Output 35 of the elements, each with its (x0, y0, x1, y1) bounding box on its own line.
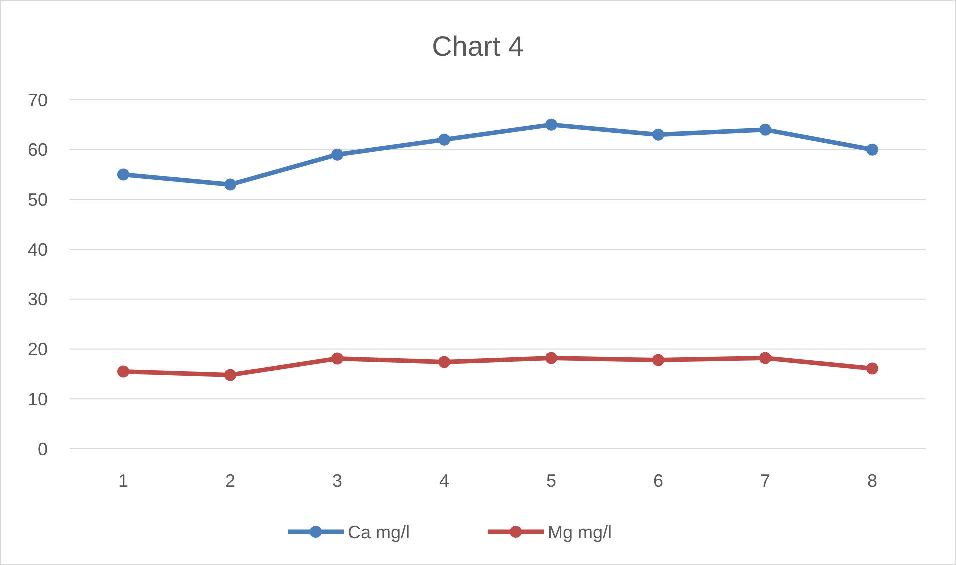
y-tick-label: 20 (28, 340, 48, 360)
point (866, 362, 878, 375)
y-tick-label: 40 (28, 240, 48, 260)
x-tick-label: 7 (760, 471, 771, 491)
x-tick-label: 8 (867, 471, 878, 491)
point (118, 168, 130, 181)
x-tick-label: 6 (653, 471, 664, 491)
point (438, 134, 450, 146)
y-tick-label: 0 (38, 439, 48, 460)
x-tick-label: 5 (546, 471, 557, 491)
point (760, 352, 772, 364)
point (332, 352, 344, 365)
y-tick-label: 60 (28, 140, 48, 160)
y-tick-label: 30 (28, 290, 48, 310)
point (760, 124, 772, 136)
point (652, 128, 664, 141)
point (332, 148, 344, 161)
point (224, 369, 236, 382)
point (118, 366, 130, 378)
legend-label: Ca mg/l (348, 522, 410, 542)
x-tick-label: 3 (332, 471, 343, 491)
x-tick-label: 4 (439, 471, 450, 491)
point (438, 356, 450, 368)
x-tick-label: 2 (225, 471, 236, 491)
y-tick-label: 50 (28, 190, 48, 210)
x-tick-label: 1 (118, 471, 129, 491)
point (652, 354, 664, 366)
y-tick-label: 70 (28, 90, 48, 110)
point (224, 178, 236, 191)
y-tick-label: 10 (28, 389, 48, 410)
point (546, 352, 558, 364)
legend-label: Mg mg/l (548, 522, 612, 542)
point (866, 144, 878, 156)
point (546, 118, 558, 131)
chart-title: Chart 4 (432, 31, 524, 62)
